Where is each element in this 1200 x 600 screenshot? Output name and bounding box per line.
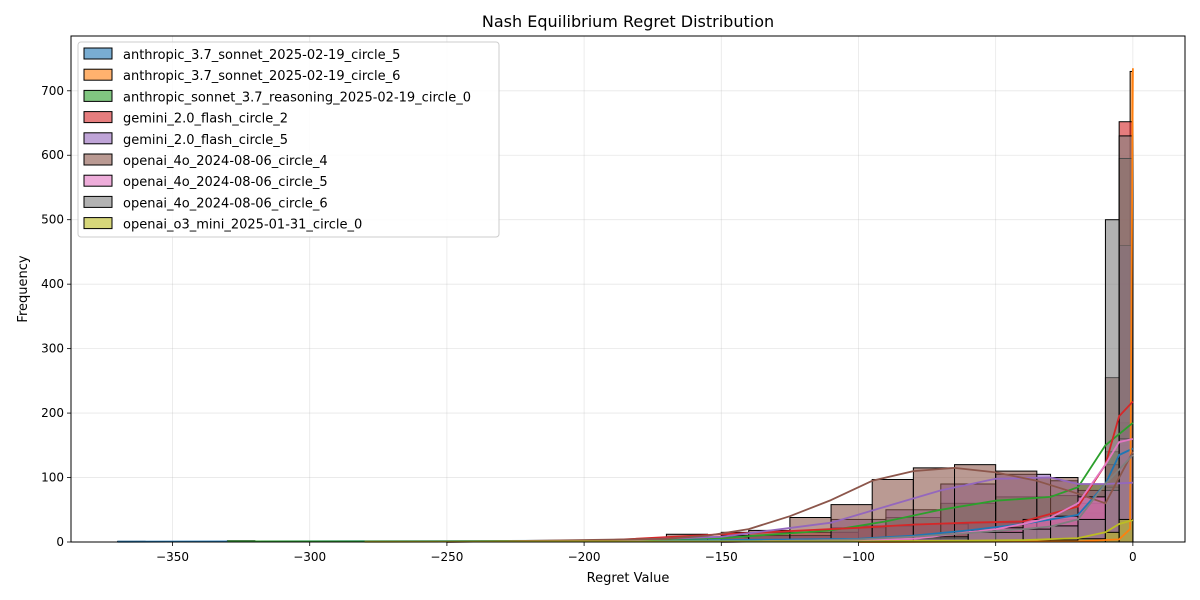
legend-swatch <box>83 47 113 60</box>
y-tick-label: 600 <box>41 148 64 162</box>
histogram-bar <box>871 478 914 543</box>
legend-swatch <box>83 111 113 124</box>
x-tick-label: −300 <box>293 550 326 564</box>
legend-label: openai_o3_mini_2025-01-31_circle_0 <box>123 218 362 233</box>
y-tick-label: 400 <box>41 277 64 291</box>
x-tick-label: −100 <box>842 550 875 564</box>
y-axis-label: Frequency <box>16 255 31 322</box>
x-tick-label: −150 <box>705 550 738 564</box>
legend-label: openai_4o_2024-08-06_circle_6 <box>123 196 328 211</box>
legend-swatch <box>83 153 113 166</box>
x-tick-label: −250 <box>430 550 463 564</box>
kde-curve <box>364 519 1134 543</box>
kde-curve <box>117 447 1134 543</box>
legend-swatch <box>83 174 113 187</box>
chart-title: Nash Equilibrium Regret Distribution <box>482 12 774 31</box>
x-tick-label: −350 <box>156 550 189 564</box>
y-axis-ticks: 0 100 200 300 400 500 600 700 <box>41 84 71 549</box>
legend-frame <box>77 41 500 238</box>
kde-curve <box>584 400 1134 543</box>
legend-label: openai_4o_2024-08-06_circle_4 <box>123 154 328 169</box>
legend-swatch <box>83 68 113 81</box>
legend-swatch <box>83 132 113 145</box>
x-axis-ticks: −350 −300 −250 −200 −150 −100 −50 0 <box>156 542 1137 564</box>
kde-curve <box>721 454 1134 543</box>
y-tick-label: 100 <box>41 471 64 485</box>
y-tick-label: 300 <box>41 342 64 356</box>
legend-label: openai_4o_2024-08-06_circle_5 <box>123 175 328 190</box>
kde-curves <box>117 68 1134 543</box>
kde-curve <box>446 451 1134 543</box>
x-tick-label: −50 <box>983 550 1008 564</box>
histogram-bar <box>912 467 956 543</box>
histogram-bar <box>830 504 873 543</box>
x-tick-label: −200 <box>568 550 601 564</box>
histogram-bar <box>1104 219 1120 543</box>
legend-swatch <box>83 217 113 230</box>
y-tick-label: 0 <box>56 535 64 549</box>
legend-swatch <box>83 195 113 208</box>
legend-label: gemini_2.0_flash_circle_2 <box>123 112 288 127</box>
legend: anthropic_3.7_sonnet_2025-02-19_circle_5… <box>77 41 500 238</box>
legend-label: gemini_2.0_flash_circle_5 <box>123 133 288 148</box>
y-tick-label: 200 <box>41 406 64 420</box>
x-tick-label: 0 <box>1129 550 1137 564</box>
y-tick-label: 500 <box>41 213 64 227</box>
x-axis-label: Regret Value <box>587 571 670 586</box>
legend-label: anthropic_sonnet_3.7_reasoning_2025-02-1… <box>123 90 471 105</box>
y-tick-label: 700 <box>41 84 64 98</box>
legend-swatch <box>83 89 113 102</box>
plot-frame <box>70 35 1186 543</box>
legend-label: anthropic_3.7_sonnet_2025-02-19_circle_6 <box>123 69 400 84</box>
legend-label: anthropic_3.7_sonnet_2025-02-19_circle_5 <box>123 48 400 63</box>
